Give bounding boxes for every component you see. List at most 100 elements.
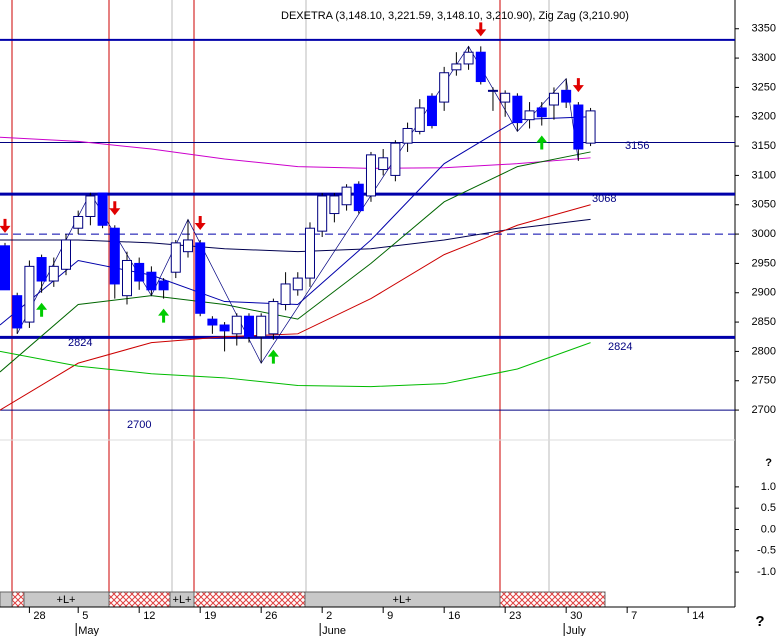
candle-body (256, 315, 267, 338)
x-tick-label: 9 (387, 610, 393, 622)
candle-body (341, 186, 352, 206)
y-tick-label: 3100 (752, 169, 776, 181)
y-tick-label: 3000 (752, 228, 776, 240)
candle-body (73, 215, 84, 229)
candle-body (402, 127, 413, 144)
candle-body (195, 242, 206, 314)
candle-body (146, 271, 157, 291)
candle-body (24, 265, 35, 323)
level-label: 3156 (625, 140, 649, 152)
candle-body (48, 265, 59, 282)
candle-body (536, 107, 547, 118)
candle-body (97, 192, 108, 226)
y-tick-label: 2800 (752, 345, 776, 357)
x-tick-label: 12 (143, 610, 155, 622)
candle-body (207, 318, 218, 326)
candle-body (134, 262, 145, 282)
buy-arrow (158, 308, 170, 323)
candle-body (353, 183, 364, 212)
y-tick-label: 3250 (752, 81, 776, 93)
buy-arrow (36, 302, 48, 317)
candle-body (158, 280, 169, 291)
candle-body (451, 63, 462, 71)
indicator-tick-label: -1.0 (757, 566, 776, 578)
x-tick-label: 26 (265, 610, 277, 622)
month-label: July (566, 625, 586, 636)
signal-strip: +L+ +L+ +L+ (0, 591, 606, 608)
strip-label: +L+ (173, 594, 192, 606)
candle-body (317, 195, 328, 232)
candle-body (85, 195, 96, 217)
chart-title: DEXETRA (3,148.10, 3,221.59, 3,148.10, 3… (281, 10, 629, 22)
x-tick-label: 30 (570, 610, 582, 622)
y-tick-label: 2750 (752, 375, 776, 387)
candle-body (512, 95, 523, 124)
level-label: 3068 (592, 193, 616, 205)
month-label: June (322, 625, 346, 636)
candle-body (585, 110, 596, 144)
x-tick-label: 2 (326, 610, 332, 622)
sell-arrow (194, 215, 206, 230)
sell-arrow (0, 218, 11, 233)
candle-body (0, 245, 11, 291)
y-tick-label: 2900 (752, 287, 776, 299)
candle-body (378, 157, 389, 171)
sell-arrow (475, 22, 487, 37)
candle-body (60, 239, 71, 270)
candle-body (304, 227, 315, 279)
candle-body (268, 301, 279, 335)
candle-body (414, 107, 425, 132)
moving-average (0, 136, 591, 169)
candle-body (170, 242, 181, 273)
candle-body (500, 92, 511, 103)
candle-body (219, 324, 230, 332)
y-tick-label: 2950 (752, 257, 776, 269)
x-tick-label: 23 (509, 610, 521, 622)
corner-label: ? (755, 613, 764, 630)
candle-body (121, 259, 132, 297)
moving-average (0, 116, 591, 326)
y-tick-label: 3300 (752, 52, 776, 64)
moving-average (0, 342, 591, 388)
candle-body (439, 72, 450, 103)
candle-body (280, 283, 291, 305)
candle-body (243, 315, 254, 338)
candle-body (463, 51, 474, 65)
candle-body (292, 277, 303, 291)
month-label: May (78, 625, 99, 636)
candle-body (365, 154, 376, 197)
level-label: 2700 (127, 419, 151, 431)
x-tick-label: 14 (692, 610, 704, 622)
candle-body (524, 110, 535, 121)
candle-body (36, 257, 47, 282)
y-tick-label: 2700 (752, 404, 776, 416)
candle-body (426, 95, 437, 127)
moving-average (0, 218, 591, 253)
x-tick-label: 5 (82, 610, 88, 622)
strip-label: +L+ (393, 594, 412, 606)
moving-average (0, 151, 591, 373)
candle-body (475, 51, 486, 83)
candle-body (231, 315, 242, 335)
buy-arrow (267, 349, 279, 364)
candle-body (12, 295, 23, 329)
x-tick-label: 7 (631, 610, 637, 622)
candle-body (561, 89, 572, 103)
level-label: 2824 (68, 337, 92, 349)
candle-body (573, 104, 584, 150)
buy-arrow (536, 135, 548, 150)
indicator-label: ? (765, 457, 772, 469)
y-tick-label: 2850 (752, 316, 776, 328)
y-tick-label: 3150 (752, 140, 776, 152)
level-label: 2824 (608, 341, 632, 353)
sell-arrow (109, 201, 121, 216)
indicator-tick-label: 0.0 (761, 523, 776, 535)
indicator-tick-label: -0.5 (757, 545, 776, 557)
strip-label: +L+ (57, 594, 76, 606)
x-tick-label: 16 (448, 610, 460, 622)
candle-body (182, 239, 193, 253)
candle-body (487, 89, 498, 92)
indicator-tick-label: 1.0 (761, 481, 776, 493)
